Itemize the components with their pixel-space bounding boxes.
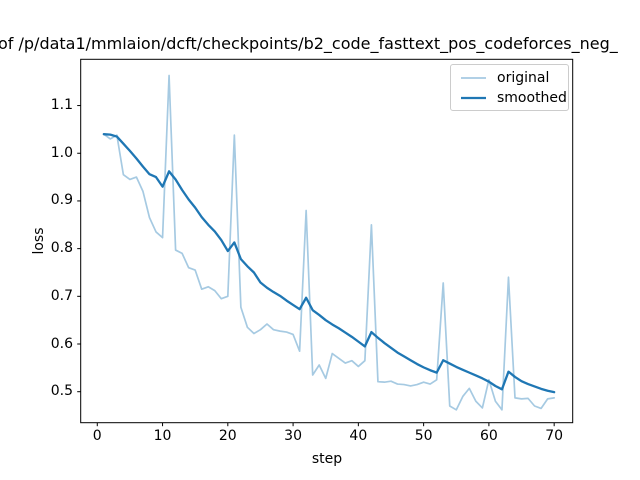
axes-frame: [80, 58, 574, 424]
y-tick-label-1.1: 1.1: [50, 97, 73, 114]
y-tick-label-1.0: 1.0: [50, 144, 73, 161]
legend-item-smoothed: smoothed: [451, 88, 568, 108]
y-tick-label-0.5: 0.5: [50, 383, 73, 400]
x-axis-label: step: [311, 451, 343, 467]
smoothed-line-sample: [461, 96, 486, 100]
plot-title: of /p/data1/mmlaion/dcft/checkpoints/b2_…: [0, 34, 618, 53]
x-tick-label-60: 60: [479, 428, 498, 444]
x-tick-label-70: 70: [545, 428, 564, 444]
legend-item-original: original: [451, 68, 568, 88]
y-tick-label-0.9: 0.9: [50, 192, 73, 209]
legend-label-original: original: [497, 70, 550, 86]
y-tick-label-0.6: 0.6: [50, 335, 73, 352]
legend-label-smoothed: smoothed: [497, 90, 567, 106]
x-tick-label-0: 0: [92, 428, 102, 444]
series-line-original: [102, 74, 556, 411]
legend: original smoothed: [450, 64, 569, 111]
x-tick-label-30: 30: [284, 428, 302, 444]
original-line-sample: [461, 77, 486, 79]
x-tick-label-20: 20: [218, 428, 237, 444]
y-tick-label-0.7: 0.7: [50, 287, 73, 304]
x-tick-label-40: 40: [349, 428, 368, 444]
series-line-smoothed: [102, 133, 556, 394]
x-tick-label-50: 50: [414, 428, 433, 444]
x-tick-label-10: 10: [153, 428, 172, 444]
y-tick-label-0.8: 0.8: [50, 240, 73, 257]
